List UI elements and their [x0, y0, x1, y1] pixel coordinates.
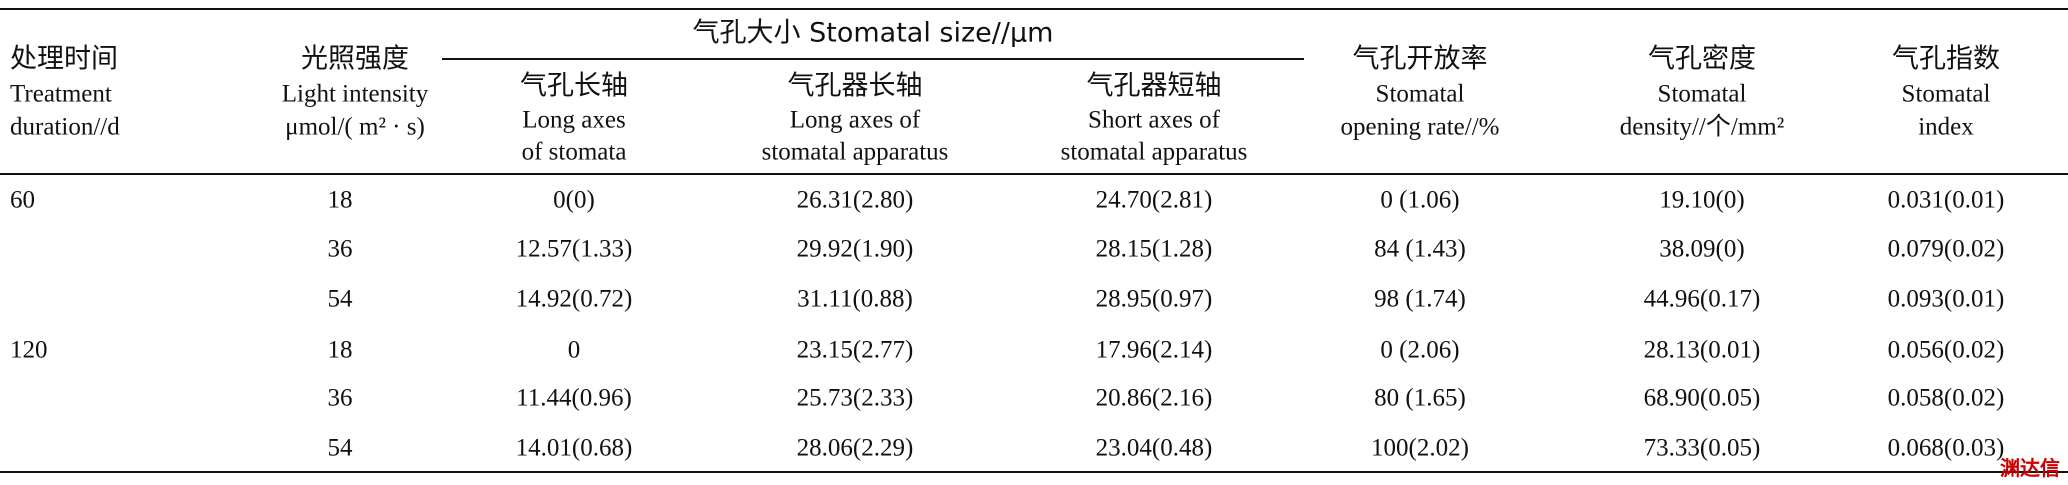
- table-cell: 44.96(0.17): [1643, 285, 1761, 313]
- table-cell: 29.92(1.90): [796, 235, 914, 263]
- column-header: stomatal apparatus: [761, 138, 949, 166]
- column-header: 处理时间: [10, 43, 118, 75]
- column-header: Long axes: [522, 106, 626, 134]
- table-cell: 24.70(2.81): [1095, 186, 1213, 214]
- table-cell: 0.058(0.02): [1887, 384, 2005, 412]
- column-header: 气孔器长轴: [787, 70, 923, 102]
- table-cell: 80 (1.65): [1374, 384, 1466, 412]
- table-cell: 100(2.02): [1371, 434, 1469, 462]
- table-cell: 0.031(0.01): [1887, 186, 2005, 214]
- column-header: duration//d: [10, 113, 120, 141]
- table-cell: 19.10(0): [1659, 186, 1745, 214]
- column-header: density//个/mm²: [1619, 113, 1785, 141]
- table-cell: 0.056(0.02): [1887, 336, 2005, 364]
- table-cell: 28.06(2.29): [796, 434, 914, 462]
- column-header: Stomatal: [1901, 80, 1991, 108]
- column-header: 气孔器短轴: [1086, 70, 1222, 102]
- column-header: Short axes of: [1088, 106, 1220, 134]
- table-cell: 25.73(2.33): [796, 384, 914, 412]
- table-cell: 23.04(0.48): [1095, 434, 1213, 462]
- column-header: stomatal apparatus: [1060, 138, 1248, 166]
- column-header: 气孔开放率: [1352, 43, 1488, 75]
- table-cell: 60: [10, 186, 35, 214]
- column-header: Light intensity: [281, 80, 429, 108]
- table-cell: 28.13(0.01): [1643, 336, 1761, 364]
- column-header: Stomatal: [1375, 80, 1465, 108]
- table-cell: 23.15(2.77): [796, 336, 914, 364]
- group-header: 气孔大小 Stomatal size//μm: [692, 17, 1054, 49]
- column-header: Long axes of: [789, 106, 921, 134]
- table-cell: 31.11(0.88): [797, 285, 913, 313]
- column-header: 气孔指数: [1892, 43, 2000, 75]
- table-cell: 0.093(0.01): [1887, 285, 2005, 313]
- table-cell: 0 (1.06): [1380, 186, 1460, 214]
- table-cell: 120: [10, 336, 48, 364]
- column-header: 气孔密度: [1648, 43, 1756, 75]
- table-cell: 0: [567, 336, 581, 364]
- header-rule: [0, 173, 2068, 175]
- table-cell: 0.068(0.03): [1887, 434, 2005, 462]
- group-rule: [442, 58, 1304, 60]
- table-cell: 0 (2.06): [1380, 336, 1460, 364]
- column-header: of stomata: [521, 138, 627, 166]
- table-cell: 11.44(0.96): [516, 384, 632, 412]
- table-cell: 18: [327, 186, 353, 214]
- column-header: index: [1918, 113, 1974, 141]
- table-cell: 36: [327, 235, 353, 263]
- column-header: opening rate//%: [1340, 113, 1500, 141]
- table-cell: 14.92(0.72): [515, 285, 633, 313]
- table-cell: 73.33(0.05): [1643, 434, 1761, 462]
- table-cell: 98 (1.74): [1374, 285, 1466, 313]
- table-cell: 12.57(1.33): [515, 235, 633, 263]
- table-cell: 28.95(0.97): [1095, 285, 1213, 313]
- table-cell: 36: [327, 384, 353, 412]
- table-cell: 0(0): [553, 186, 595, 214]
- table-cell: 38.09(0): [1659, 235, 1745, 263]
- table-cell: 14.01(0.68): [515, 434, 633, 462]
- table-cell: 84 (1.43): [1374, 235, 1466, 263]
- table-cell: 26.31(2.80): [796, 186, 914, 214]
- table-cell: 17.96(2.14): [1095, 336, 1213, 364]
- column-header: Treatment: [10, 80, 112, 108]
- column-header: 光照强度: [301, 43, 409, 75]
- table-cell: 54: [327, 434, 353, 462]
- column-header: μmol/( m² · s): [285, 113, 425, 141]
- column-header: Stomatal: [1657, 80, 1747, 108]
- table-cell: 20.86(2.16): [1095, 384, 1213, 412]
- table-cell: 54: [327, 285, 353, 313]
- table-cell: 28.15(1.28): [1095, 235, 1213, 263]
- top-rule: [0, 8, 2068, 10]
- table-cell: 0.079(0.02): [1887, 235, 2005, 263]
- watermark: 渊达信: [2000, 456, 2060, 480]
- column-header: 气孔长轴: [520, 70, 628, 102]
- table-cell: 68.90(0.05): [1643, 384, 1761, 412]
- bottom-rule: [0, 471, 2068, 473]
- table-cell: 18: [327, 336, 353, 364]
